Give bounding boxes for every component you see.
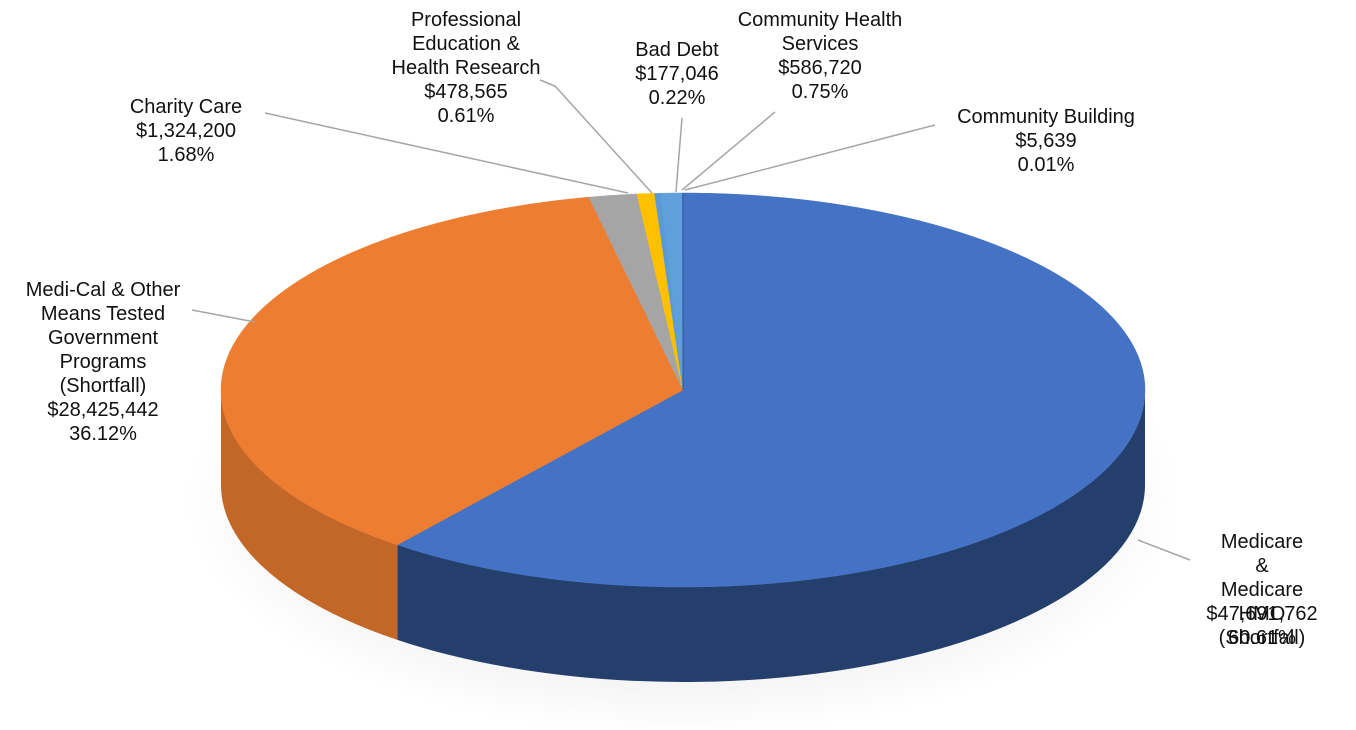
leader-line: [264, 112, 629, 194]
percent-label: 0.61%: [437, 105, 495, 127]
category-label: Medicare & Medicare HMO (Shortfall): [1218, 531, 1306, 649]
amount-label: $478,565: [424, 81, 508, 103]
amount-label: $586,720: [778, 57, 862, 79]
leader-line: [539, 79, 653, 194]
amount-label: $177,046: [635, 63, 719, 85]
percent-label: 0.01%: [1017, 154, 1075, 176]
percent-label: 1.68%: [157, 144, 215, 166]
category-label: Professional Education & Health Research: [391, 9, 541, 79]
slice: [396, 192, 1146, 588]
slice-side: [221, 390, 398, 640]
category-label: Community Building: [957, 106, 1135, 128]
percent-label: 0.75%: [791, 81, 849, 103]
percent-label: 36.12%: [69, 423, 137, 445]
leader-line: [191, 309, 256, 323]
category-label: Charity Care: [129, 96, 243, 118]
slice: [220, 196, 684, 546]
amount-label: $47,691,762: [1206, 603, 1318, 625]
amount-label: $28,425,442: [47, 399, 159, 421]
category-label: Medi-Cal & Other Means Tested Government…: [25, 279, 181, 397]
category-label: Community Health Services: [737, 9, 903, 55]
leader-line: [675, 117, 683, 193]
percent-label: 0.22%: [648, 87, 706, 109]
leader-line: [681, 111, 776, 191]
amount-label: $5,639: [1015, 130, 1077, 152]
category-label: Bad Debt: [635, 39, 719, 61]
leader-line: [684, 124, 936, 191]
leader-line: [1137, 539, 1191, 561]
percent-label: 60.61%: [1228, 627, 1296, 649]
slice-side: [397, 390, 1145, 682]
amount-label: $1,324,200: [135, 120, 237, 142]
